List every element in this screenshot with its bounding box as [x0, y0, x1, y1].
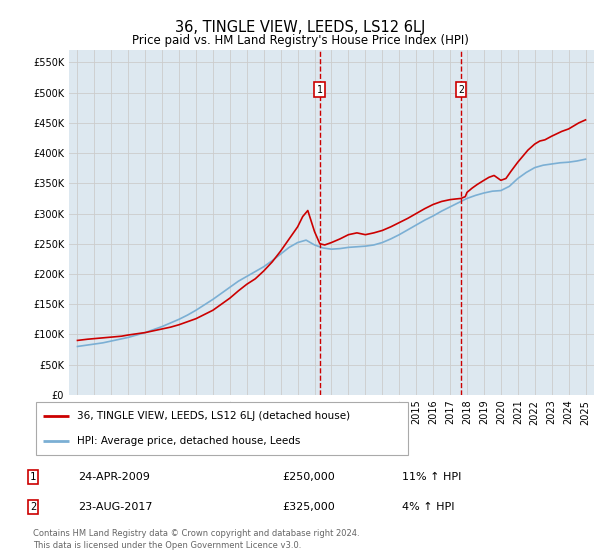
Text: £325,000: £325,000 [282, 502, 335, 512]
Text: HPI: Average price, detached house, Leeds: HPI: Average price, detached house, Leed… [77, 436, 300, 446]
Text: 36, TINGLE VIEW, LEEDS, LS12 6LJ (detached house): 36, TINGLE VIEW, LEEDS, LS12 6LJ (detach… [77, 412, 350, 422]
Text: 36, TINGLE VIEW, LEEDS, LS12 6LJ: 36, TINGLE VIEW, LEEDS, LS12 6LJ [175, 20, 425, 35]
Text: Contains HM Land Registry data © Crown copyright and database right 2024.
This d: Contains HM Land Registry data © Crown c… [33, 529, 359, 550]
FancyBboxPatch shape [36, 402, 408, 455]
Text: 11% ↑ HPI: 11% ↑ HPI [402, 472, 461, 482]
Text: Price paid vs. HM Land Registry's House Price Index (HPI): Price paid vs. HM Land Registry's House … [131, 34, 469, 46]
Text: 2: 2 [30, 502, 36, 512]
Text: 2: 2 [458, 85, 464, 95]
Text: 4% ↑ HPI: 4% ↑ HPI [402, 502, 455, 512]
Text: 1: 1 [317, 85, 323, 95]
Text: £250,000: £250,000 [282, 472, 335, 482]
Text: 24-APR-2009: 24-APR-2009 [78, 472, 150, 482]
Text: 1: 1 [30, 472, 36, 482]
Text: 23-AUG-2017: 23-AUG-2017 [78, 502, 152, 512]
